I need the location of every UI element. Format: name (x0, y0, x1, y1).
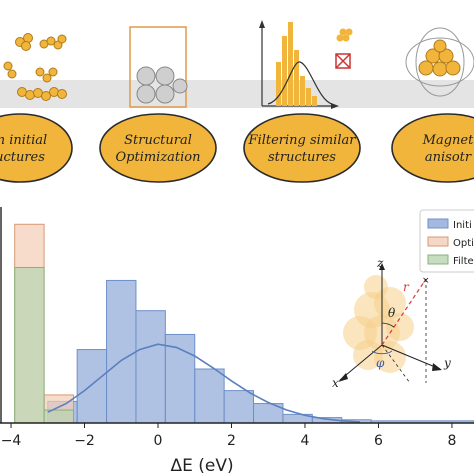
histogram-bar (194, 368, 225, 424)
workflow-step-label-line2: structures (268, 150, 336, 165)
workflow-step-label-line1: m initial (0, 133, 47, 148)
workflow-step-label-line1: Magnet (422, 133, 474, 148)
histogram-bar (223, 390, 255, 424)
histogram-bar (106, 279, 137, 424)
azimuth-projection (381, 344, 411, 384)
legend-label: Initi (453, 220, 472, 231)
inset-axis-label-z: z (376, 256, 384, 270)
cluster-atom (364, 275, 388, 299)
workflow-step-4: Magnet anisotr (391, 113, 474, 183)
cluster-atom (374, 341, 406, 373)
workflow-step-label-line2: anisotr (425, 150, 472, 165)
x-tick-label: −4 (1, 433, 22, 449)
x-axis-arrow (339, 344, 383, 381)
workflow-step-ellipse (391, 113, 474, 183)
inset-axis-label-y: y (443, 356, 451, 370)
inset-angle-label: φ (376, 356, 385, 370)
x-axis-label: ΔE (eV) (171, 456, 234, 474)
cluster-atom (386, 313, 414, 341)
optimization-box-icon (129, 26, 188, 108)
workflow-step-1: m initial uctures (0, 113, 73, 183)
series-initial (47, 279, 474, 424)
phi-arc (371, 350, 393, 355)
x-tick-label: 2 (227, 433, 236, 449)
r-vector (381, 278, 427, 346)
legend-swatch (427, 254, 449, 265)
x-tick-label: 0 (154, 433, 163, 449)
filter-histogram-icon (259, 20, 353, 109)
workflow-step-3: Filtering similar structures (243, 113, 361, 183)
theta-arc (381, 322, 395, 328)
energy-histogram-chart: −4 −2 0 2 4 6 8 ΔE (eV) Initi Optir Filte × z x y θ φ r (0, 207, 474, 474)
legend-label: Filte (453, 256, 474, 267)
initial-structures-icon (3, 33, 67, 101)
workflow-step-ellipse (243, 113, 361, 183)
z-arrowhead (379, 263, 385, 270)
y-axis-arrow (381, 344, 441, 370)
x-arrowhead (338, 373, 348, 382)
x-tick-label: 4 (301, 433, 310, 449)
histogram-bar (135, 310, 166, 424)
histogram-bar (76, 349, 108, 424)
point-marker: × (422, 276, 430, 286)
workflow-step-label-line1: Filtering similar (248, 133, 357, 148)
gaussian-fit-curve (47, 343, 361, 423)
inset-axis-label-x: x (332, 376, 339, 390)
workflow-step-2: Structural Optimization (99, 113, 217, 183)
legend-label: Optir (453, 238, 474, 249)
workflow-step-ellipse (0, 113, 73, 183)
histogram-bar (14, 266, 45, 424)
x-tick-label: 8 (447, 433, 456, 449)
workflow-step-label-line2: Optimization (115, 150, 200, 165)
magnetic-cluster-icon (405, 27, 474, 97)
inset-angle-label: θ (388, 306, 396, 320)
workflow-step-label-line1: Structural (124, 133, 192, 148)
legend-swatch (427, 236, 449, 247)
inset-angle-label: r (403, 280, 410, 294)
legend-swatch (427, 218, 449, 229)
series-filtered (14, 266, 74, 424)
y-arrowhead (432, 363, 442, 371)
workflow-step-label-line2: uctures (0, 150, 45, 165)
workflow-banner: m initial uctures Structural Optimization Fi… (0, 20, 474, 183)
x-tick-label: 6 (374, 433, 383, 449)
workflow-step-ellipse (99, 113, 217, 183)
x-tick-label: −2 (74, 433, 95, 449)
workflow-band (0, 80, 474, 108)
spherical-coordinates-inset: × z x y θ φ r (332, 256, 451, 390)
histogram-bar (164, 333, 196, 424)
